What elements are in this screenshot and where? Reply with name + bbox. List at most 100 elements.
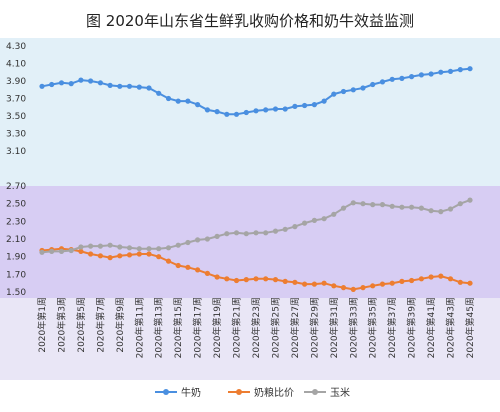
- data-point: [68, 247, 74, 254]
- data-point: [457, 201, 463, 207]
- x-tick-label: 2020年第13周: [153, 297, 165, 358]
- x-tick-label: 2020年第23周: [250, 297, 262, 358]
- data-point: [58, 248, 65, 254]
- legend-label: 奶粮比价: [254, 386, 294, 399]
- data-point: [39, 83, 45, 89]
- data-point: [379, 281, 386, 287]
- data-point: [263, 107, 269, 113]
- data-point: [331, 211, 337, 217]
- data-point: [88, 243, 94, 249]
- data-point: [467, 280, 473, 286]
- x-label-background: [0, 298, 500, 380]
- upper-y-tick-label: 3.70: [6, 95, 26, 105]
- data-point: [272, 228, 279, 234]
- data-point: [340, 88, 347, 95]
- data-point: [331, 91, 337, 97]
- data-point: [224, 276, 230, 282]
- data-point: [78, 244, 84, 250]
- data-point: [360, 85, 366, 91]
- data-point: [302, 102, 308, 109]
- data-point: [156, 90, 162, 96]
- upper-y-axis: 4.30 4.10 3.90 3.70 3.50 3.30 3.10: [6, 42, 26, 157]
- data-point: [49, 248, 55, 254]
- data-point: [97, 243, 103, 249]
- legend-marker: [236, 389, 242, 395]
- data-point: [370, 283, 376, 289]
- x-tick-label: 2020年第43周: [445, 297, 457, 358]
- data-point: [282, 106, 288, 112]
- series-layer: [39, 66, 473, 292]
- data-point: [107, 82, 113, 88]
- x-tick-label: 2020年第3周: [55, 297, 67, 353]
- data-point: [399, 75, 405, 81]
- data-point: [350, 286, 356, 292]
- chart-title: 图 2020年山东省生鲜乳收购价格和奶牛效益监测: [86, 12, 414, 30]
- series-upper-0: [39, 66, 473, 117]
- data-point: [282, 278, 288, 284]
- data-point: [165, 95, 172, 102]
- data-point: [389, 280, 395, 286]
- x-tick-label: 2020年第11周: [133, 297, 145, 358]
- lower-y-tick-label: 1.70: [6, 270, 26, 280]
- lower-y-tick-label: 1.50: [6, 288, 26, 298]
- series-lower-2: [39, 197, 473, 255]
- data-point: [195, 267, 201, 273]
- data-point: [233, 230, 240, 236]
- data-point: [379, 202, 386, 208]
- data-point: [136, 251, 142, 257]
- lower-plot-background: [0, 186, 500, 298]
- x-tick-label: 2020年第21周: [231, 297, 243, 358]
- data-point: [204, 236, 210, 242]
- x-tick-label: 2020年第17周: [192, 297, 204, 358]
- data-point: [331, 283, 337, 289]
- lower-y-tick-label: 2.50: [6, 200, 26, 210]
- data-point: [126, 245, 133, 251]
- upper-y-tick-label: 4.10: [6, 60, 26, 70]
- x-tick-label: 2020年第35周: [367, 297, 379, 358]
- data-point: [418, 72, 424, 78]
- x-tick-label: 2020年第39周: [406, 297, 418, 358]
- data-point: [88, 251, 94, 257]
- data-point: [214, 109, 220, 115]
- data-point: [195, 102, 201, 108]
- data-point: [321, 216, 327, 222]
- lower-y-tick-label: 2.30: [6, 217, 26, 227]
- data-point: [214, 274, 220, 280]
- x-tick-label: 2020年第25周: [269, 297, 281, 358]
- x-tick-label: 2020年第27周: [289, 297, 301, 358]
- data-point: [350, 200, 356, 206]
- data-point: [233, 111, 240, 117]
- data-point: [243, 231, 249, 237]
- series-lower-1: [39, 246, 473, 292]
- legend-marker: [312, 389, 318, 395]
- data-point: [409, 74, 415, 80]
- x-tick-label: 2020年第41周: [425, 297, 437, 358]
- data-point: [457, 279, 463, 285]
- data-point: [117, 244, 123, 250]
- data-point: [253, 276, 259, 282]
- data-point: [321, 98, 327, 104]
- data-point: [467, 197, 473, 203]
- data-point: [428, 274, 434, 280]
- x-tick-label: 2020年第31周: [328, 297, 340, 358]
- data-point: [457, 67, 463, 73]
- data-point: [311, 281, 317, 287]
- data-point: [350, 87, 356, 93]
- data-point: [185, 264, 191, 270]
- data-point: [224, 231, 230, 237]
- lower-y-tick-label: 2.70: [6, 182, 26, 192]
- data-point: [243, 109, 249, 116]
- data-point: [156, 246, 162, 252]
- data-point: [438, 69, 444, 75]
- legend-marker: [163, 389, 169, 395]
- data-point: [243, 277, 249, 283]
- data-point: [370, 81, 376, 88]
- data-point: [88, 78, 94, 84]
- data-point: [467, 66, 473, 72]
- x-tick-label: 2020年第33周: [347, 297, 359, 358]
- data-point: [175, 242, 181, 248]
- data-point: [117, 83, 123, 89]
- data-point: [146, 246, 152, 252]
- data-point: [224, 111, 230, 117]
